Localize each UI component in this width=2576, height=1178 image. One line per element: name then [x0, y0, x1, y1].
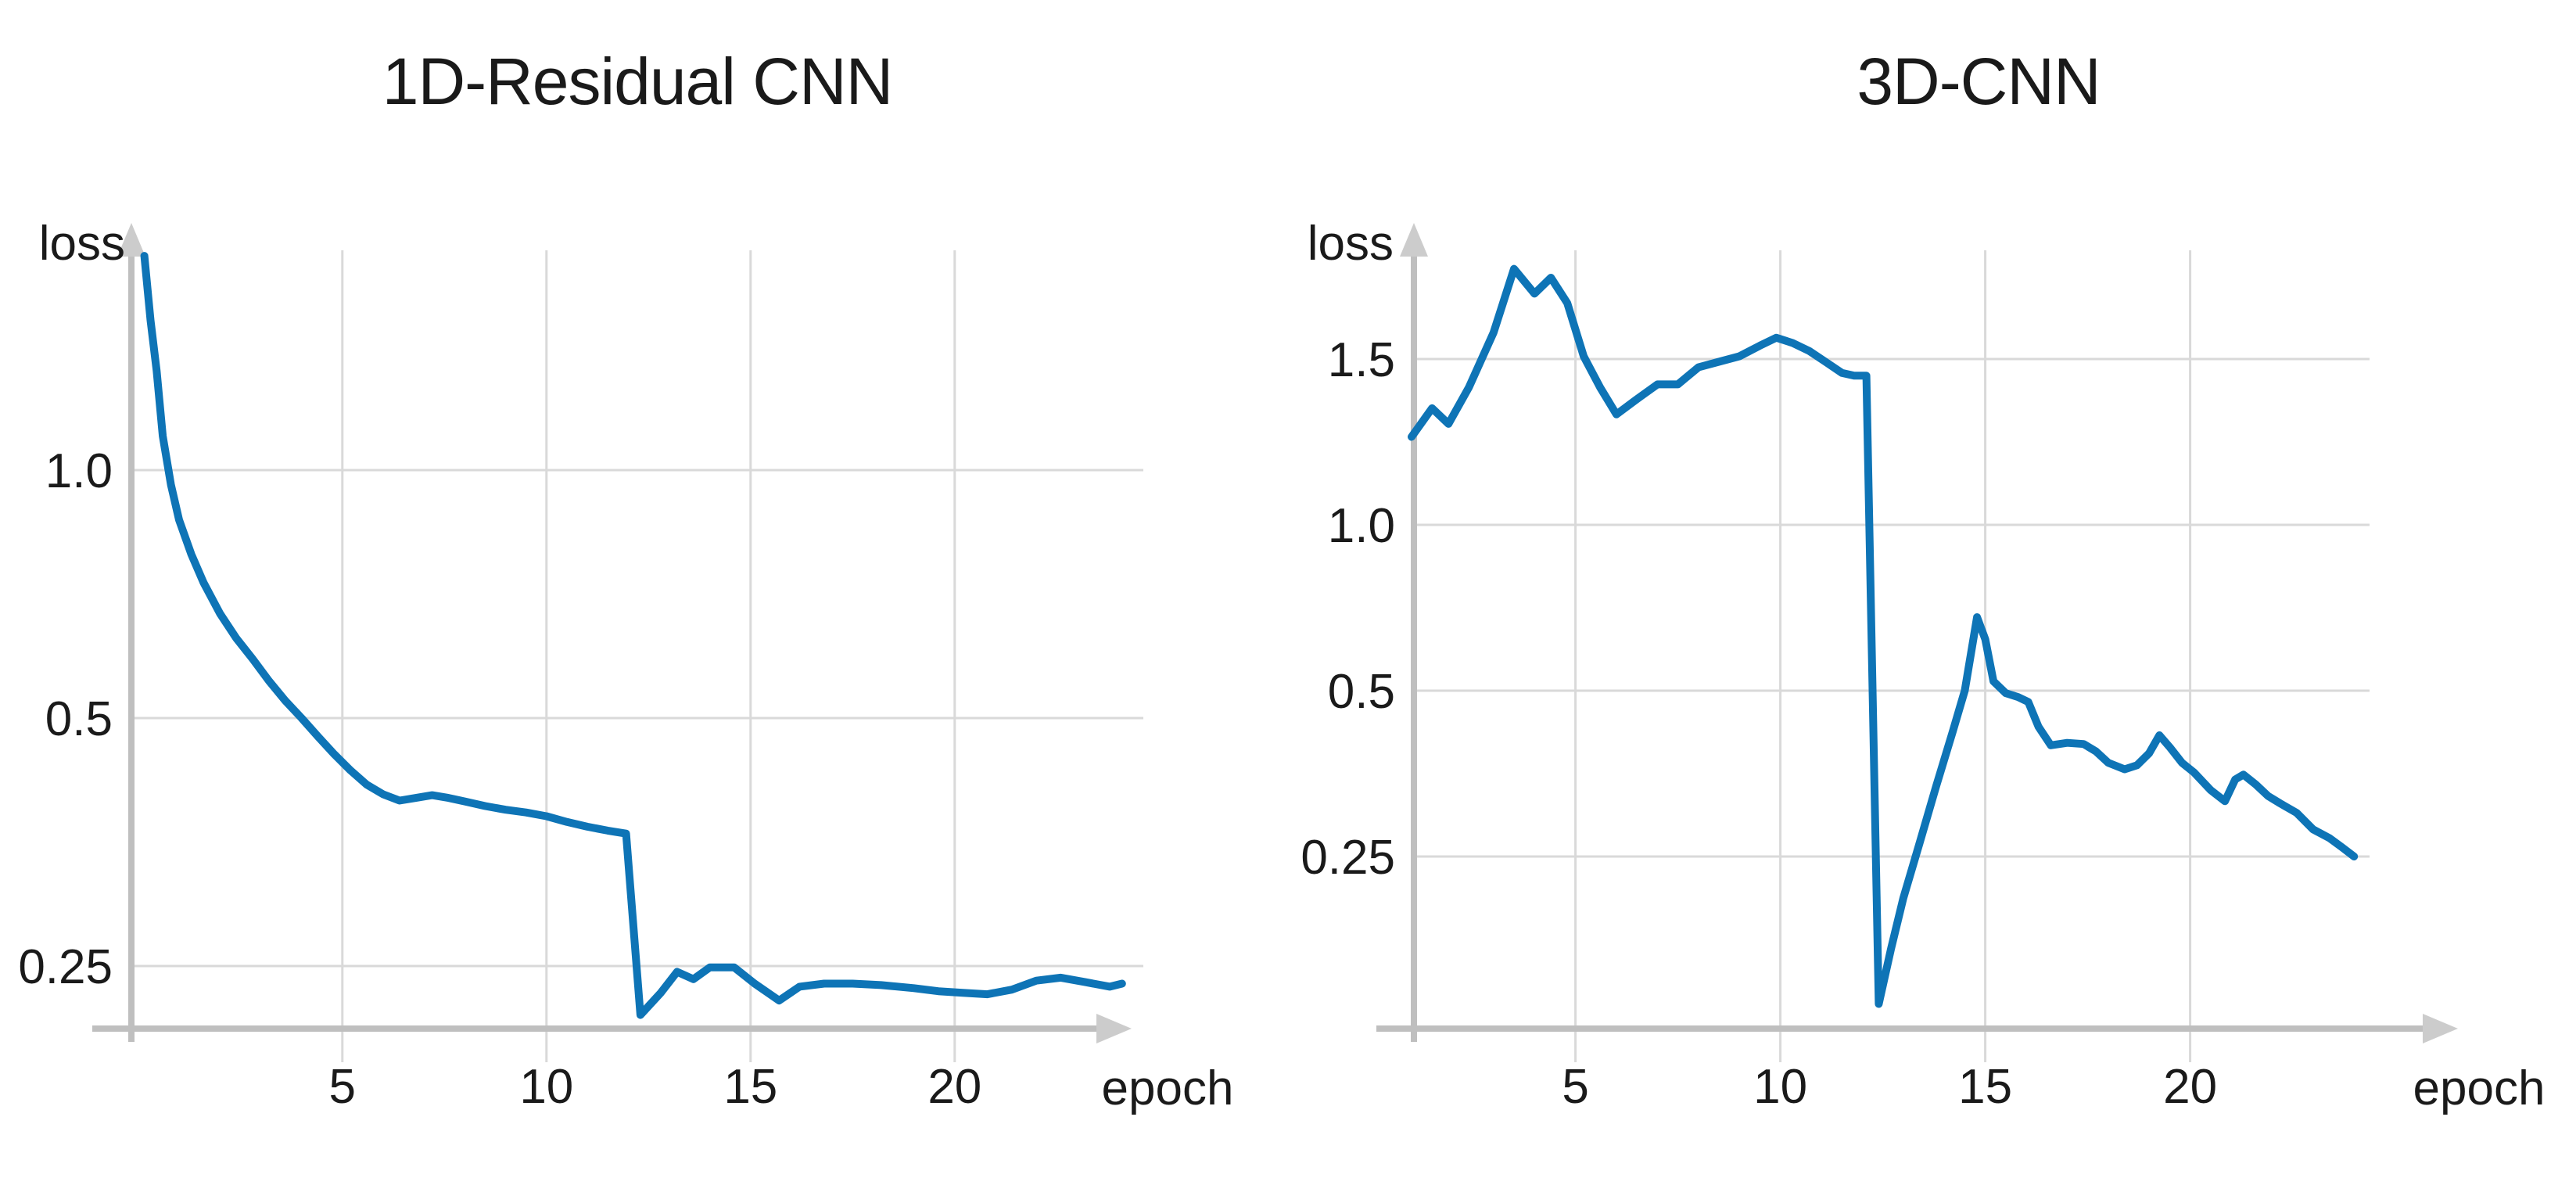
y-tick-label-1.5: 1.5	[1328, 333, 1395, 387]
x-tick-label-5: 5	[329, 1060, 356, 1114]
y-tick-label-0.5: 0.5	[45, 692, 113, 746]
y-tick-label-1: 1.0	[45, 444, 113, 498]
y-tick-label-0.25: 0.25	[18, 940, 113, 994]
loss-curve-1d-residual-cnn	[140, 252, 1126, 1019]
chart-3d-cnn: 3D-CNN loss epoch 0.25 0.5 1.0 1.5 5 10 15 20	[1301, 45, 2545, 1115]
x-tick-label-20: 20	[927, 1060, 981, 1114]
chart-title: 1D-Residual CNN	[382, 45, 893, 118]
x-axis-label: epoch	[2413, 1061, 2546, 1115]
x-tick-label-20: 20	[2163, 1060, 2217, 1114]
y-axis-arrow-icon	[1400, 223, 1428, 257]
chart-1d-residual-cnn: 1D-Residual CNN loss epoch 0.25 0.5 1.0 5 10 15 2…	[18, 45, 1233, 1115]
y-tick-label-1: 1.0	[1328, 499, 1395, 553]
y-axis-label: loss	[1308, 217, 1394, 271]
x-axis-arrow-icon	[2423, 1014, 2458, 1043]
x-axis-arrow-icon	[1096, 1014, 1132, 1043]
loss-curve-3d-cnn	[1408, 264, 2359, 1008]
x-tick-label-15: 15	[1958, 1060, 2012, 1114]
x-tick-label-10: 10	[519, 1060, 573, 1114]
x-tick-label-15: 15	[723, 1060, 777, 1114]
chart-title: 3D-CNN	[1857, 45, 2100, 118]
y-tick-label-0.5: 0.5	[1328, 665, 1395, 719]
y-axis-arrow-icon	[117, 223, 145, 257]
y-tick-label-0.25: 0.25	[1301, 831, 1395, 885]
x-tick-label-10: 10	[1753, 1060, 1807, 1114]
x-axis-label: epoch	[1102, 1061, 1234, 1115]
x-tick-label-5: 5	[1562, 1060, 1588, 1114]
y-axis-label: loss	[39, 217, 125, 271]
